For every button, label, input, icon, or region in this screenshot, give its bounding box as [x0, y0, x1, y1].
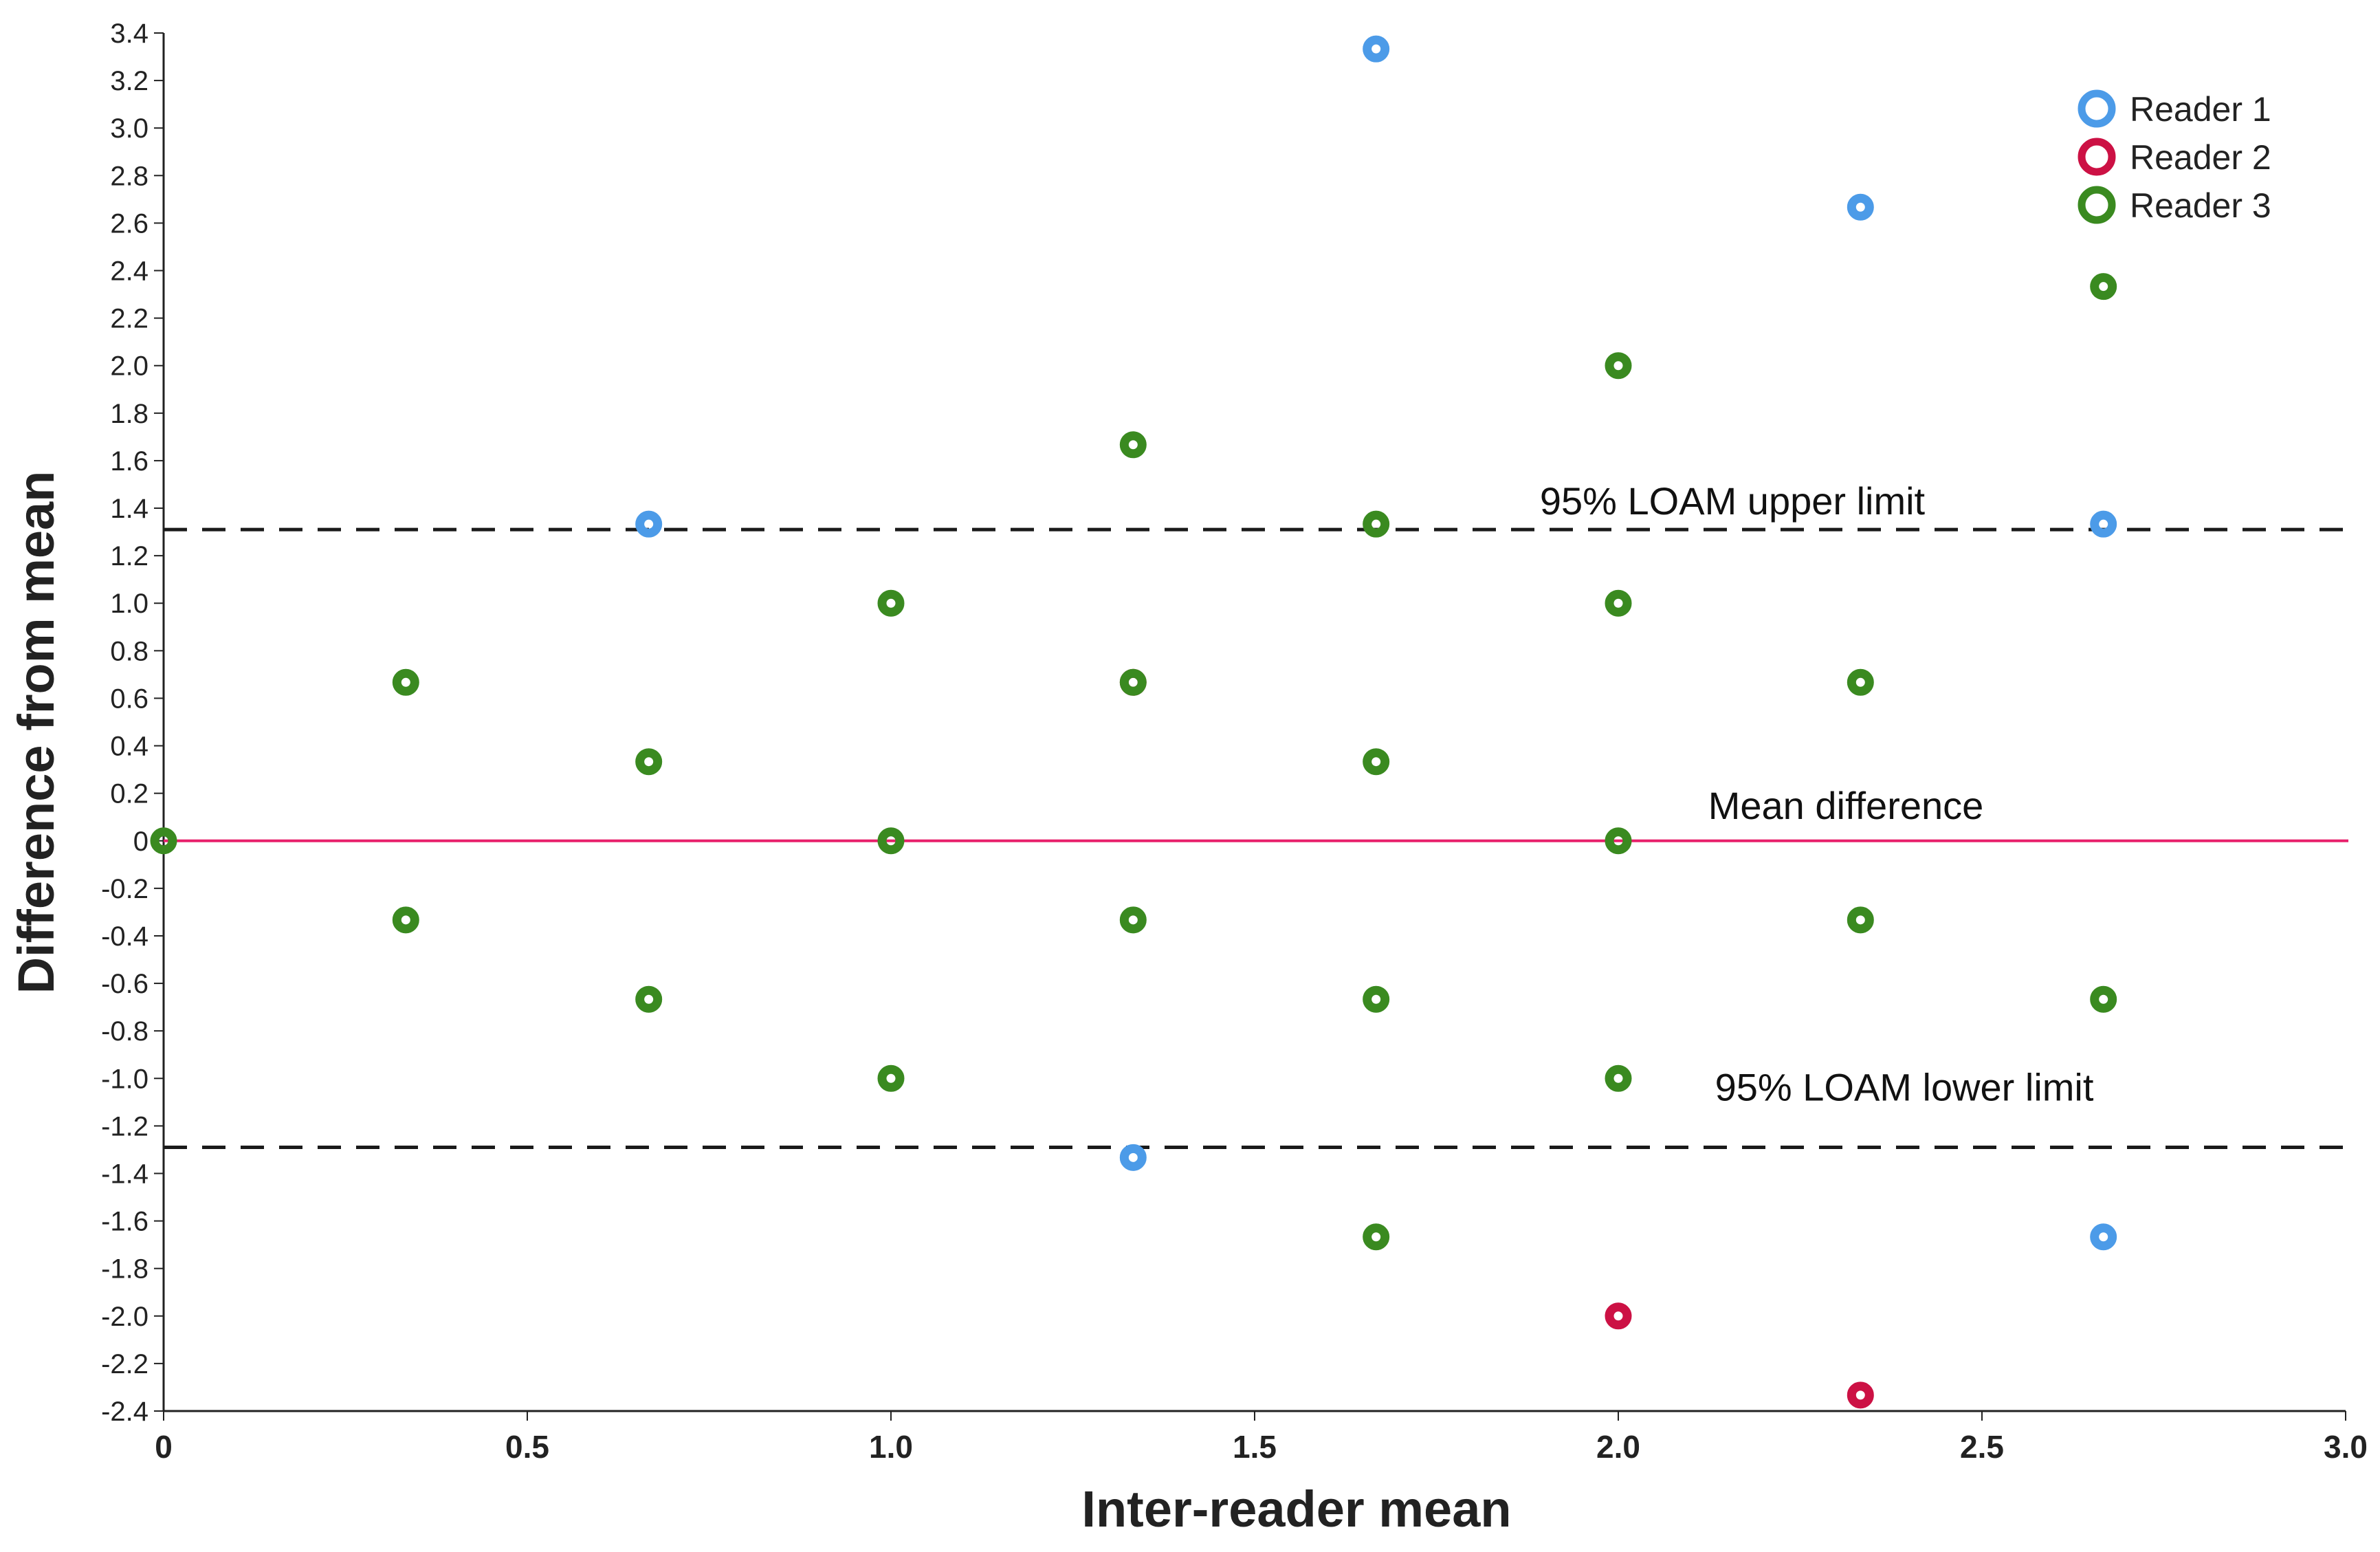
x-tick-label: 0	[155, 1429, 173, 1465]
x-tick-label: 0.5	[505, 1429, 549, 1465]
data-point-reader-2	[1847, 1381, 1874, 1409]
y-tick-label: 0	[133, 827, 148, 857]
y-tick-label: 2.2	[110, 304, 148, 334]
data-point-reader-3	[1605, 827, 1632, 855]
data-point-reader-3	[635, 748, 663, 776]
data-point-reader-3	[877, 589, 905, 617]
y-tick-label: 0.4	[110, 732, 148, 762]
y-tick-label: 3.0	[110, 113, 148, 144]
data-point-reader-3	[1119, 431, 1147, 459]
y-tick-label: 3.4	[110, 19, 148, 49]
axes: 3.4 3.2 3.0 2.8 2.6 2.4 2.2 2.0 1.8 1.6 1.4 1.2 1.0 0…	[101, 19, 2368, 1465]
data-point-reader-3	[392, 668, 419, 696]
data-point-reader-3	[392, 906, 419, 934]
y-tick-label: 1.6	[110, 446, 148, 477]
data-point-reader-3	[635, 985, 663, 1013]
x-tick-label: 2.5	[1960, 1429, 2004, 1465]
data-point-reader-3	[2090, 273, 2117, 300]
y-tick-label: -1.8	[101, 1254, 148, 1285]
legend-label: Reader 2	[2130, 138, 2271, 177]
y-tick-label: 1.4	[110, 494, 148, 524]
y-tick-label: 2.6	[110, 208, 148, 239]
y-tick-label: -1.0	[101, 1064, 148, 1094]
data-point-reader-3	[1605, 589, 1632, 617]
legend-marker	[2078, 186, 2116, 224]
y-tick-label: 1.2	[110, 541, 148, 571]
data-point-reader-3	[877, 827, 905, 855]
y-tick-label: -1.4	[101, 1159, 148, 1189]
y-tick-label: -2.2	[101, 1349, 148, 1379]
y-tick-label: 2.4	[110, 256, 148, 287]
data-point-reader-3	[1847, 906, 1874, 934]
legend-marker	[2078, 138, 2116, 176]
reference-lines: 95% LOAM upper limit Mean difference 95% L…	[164, 479, 2348, 1149]
y-tick-label: 1.8	[110, 399, 148, 429]
x-tick-label: 1.0	[869, 1429, 913, 1465]
data-point-reader-3	[877, 1064, 905, 1092]
y-tick-label: -1.6	[101, 1207, 148, 1237]
data-point-reader-3	[1363, 985, 1390, 1013]
y-tick-label: 0.8	[110, 636, 148, 666]
data-point-reader-1	[1847, 193, 1874, 221]
y-tick-label: -2.0	[101, 1302, 148, 1332]
legend-label: Reader 3	[2130, 186, 2271, 225]
data-point-reader-3	[150, 827, 177, 855]
x-tick-label: 1.5	[1233, 1429, 1277, 1465]
y-tick-label: 3.2	[110, 66, 148, 96]
data-point-reader-3	[1847, 668, 1874, 696]
y-tick-label: -0.4	[101, 921, 148, 952]
data-point-reader-3	[1119, 668, 1147, 696]
x-tick-label: 2.0	[1596, 1429, 1640, 1465]
y-tick-label: -0.2	[101, 874, 148, 904]
data-point-reader-1	[635, 510, 663, 538]
data-point-reader-3	[1605, 1064, 1632, 1092]
lower-limit-label: 95% LOAM lower limit	[1715, 1065, 2094, 1108]
y-tick-label: 0.6	[110, 684, 148, 714]
legend-label: Reader 1	[2130, 90, 2271, 129]
y-tick-label: -1.2	[101, 1111, 148, 1141]
data-point-reader-1	[2090, 1223, 2117, 1251]
data-point-reader-3	[1363, 748, 1390, 776]
data-point-reader-3	[1119, 906, 1147, 934]
y-tick-label: 2.0	[110, 351, 148, 382]
y-axis-title: Difference from mean	[8, 471, 65, 994]
mean-difference-label: Mean difference	[1708, 784, 1984, 827]
data-point-reader-2	[1605, 1302, 1632, 1330]
y-tick-label: -2.4	[101, 1397, 148, 1427]
y-tick-label: 1.0	[110, 589, 148, 619]
y-tick-label: -0.8	[101, 1016, 148, 1047]
y-tick-label: 2.8	[110, 161, 148, 191]
data-point-reader-3	[1605, 352, 1632, 380]
legend: Reader 1 Reader 2 Reader 3	[2078, 89, 2271, 225]
data-point-reader-1	[1119, 1144, 1147, 1171]
upper-limit-label: 95% LOAM upper limit	[1540, 479, 1926, 523]
x-tick-label: 3.0	[2324, 1429, 2368, 1465]
y-tick-label: -0.6	[101, 969, 148, 999]
data-point-reader-3	[1363, 1223, 1390, 1251]
y-tick-label: 0.2	[110, 779, 148, 809]
data-point-reader-1	[1363, 35, 1390, 63]
x-axis-title: Inter-reader mean	[1081, 1480, 1511, 1538]
data-points	[150, 35, 2117, 1409]
data-point-reader-1	[2090, 510, 2117, 538]
data-point-reader-3	[2090, 985, 2117, 1013]
legend-marker	[2078, 89, 2116, 128]
data-point-reader-3	[1363, 510, 1390, 538]
